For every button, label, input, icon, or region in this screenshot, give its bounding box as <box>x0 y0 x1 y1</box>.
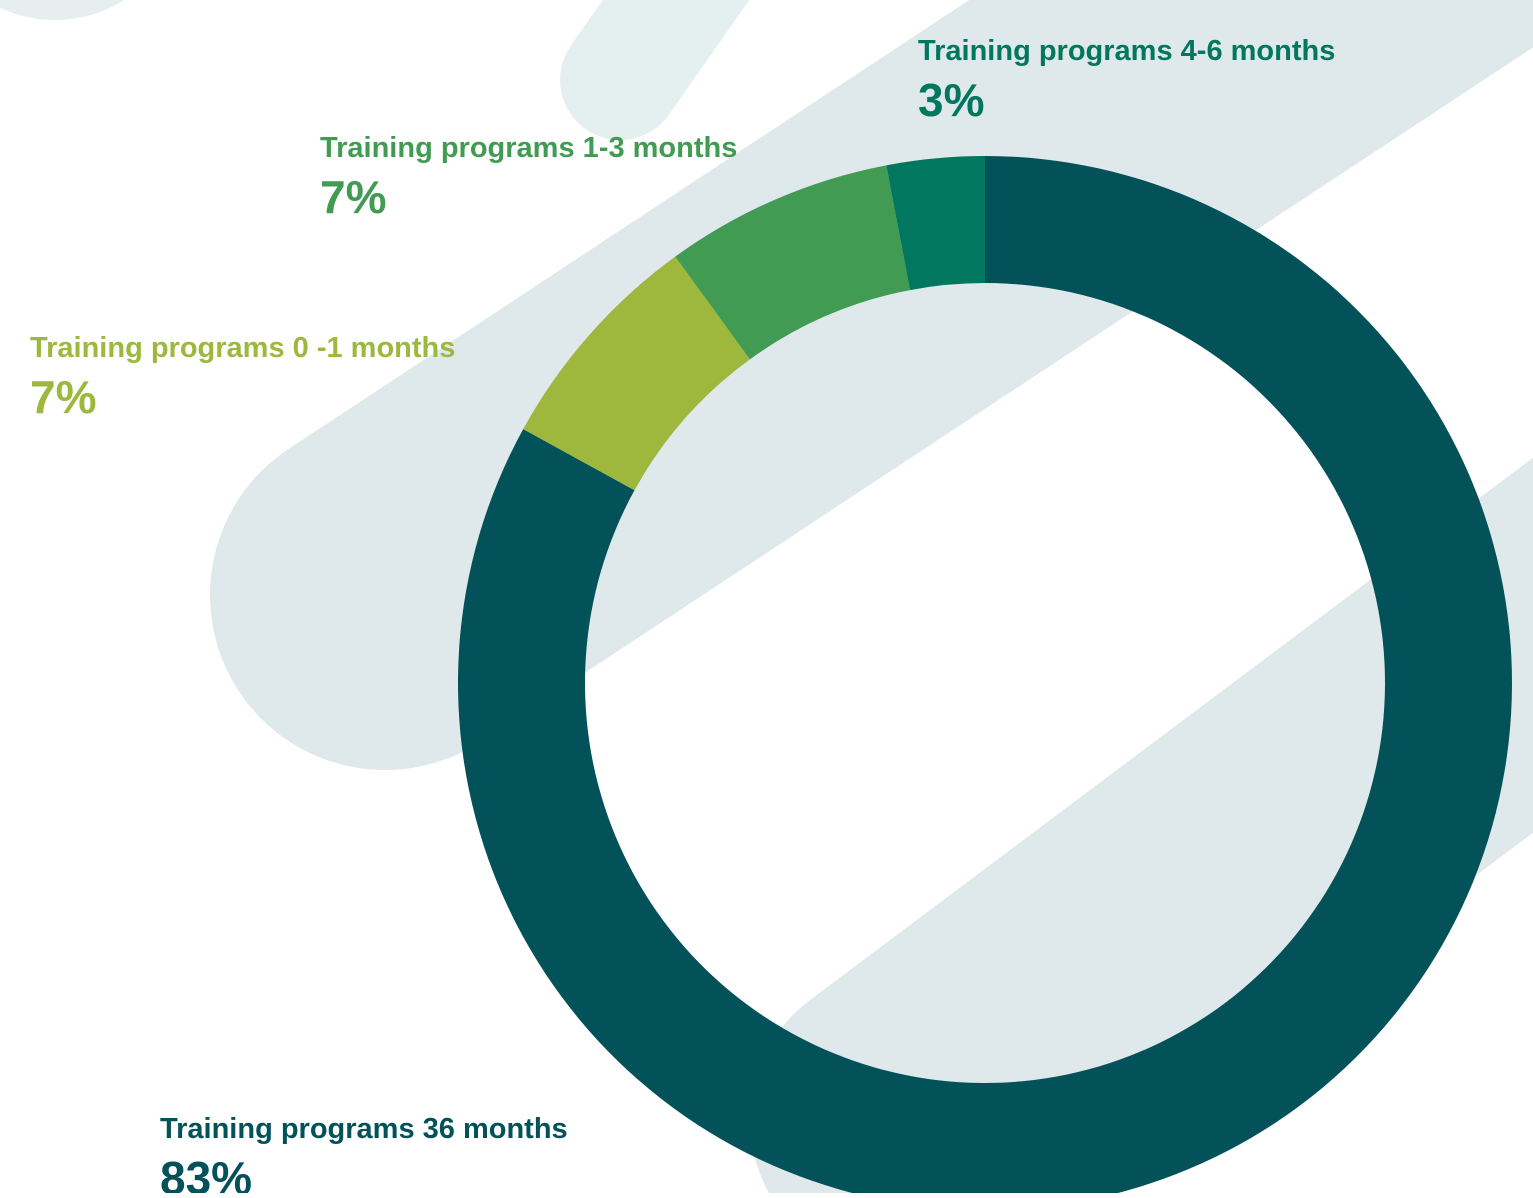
segment-value: 7% <box>320 171 386 223</box>
segment-label: Training programs 4-6 months <box>918 35 1335 67</box>
chart: Training programs 36 months 83% Training p… <box>0 0 1533 1193</box>
segment-label: Training programs 0 -1 months <box>30 332 455 364</box>
segment-value: 7% <box>30 371 96 423</box>
segment-label: Training programs 1-3 months <box>320 132 737 164</box>
segment-value: 83% <box>160 1152 252 1193</box>
segment-label: Training programs 36 months <box>160 1113 568 1145</box>
page: {"chart_data": {"type": "donut", "catego… <box>0 0 1533 1193</box>
segment-value: 3% <box>918 74 984 126</box>
decor-circle <box>0 0 185 20</box>
decor-stripe <box>620 0 760 80</box>
